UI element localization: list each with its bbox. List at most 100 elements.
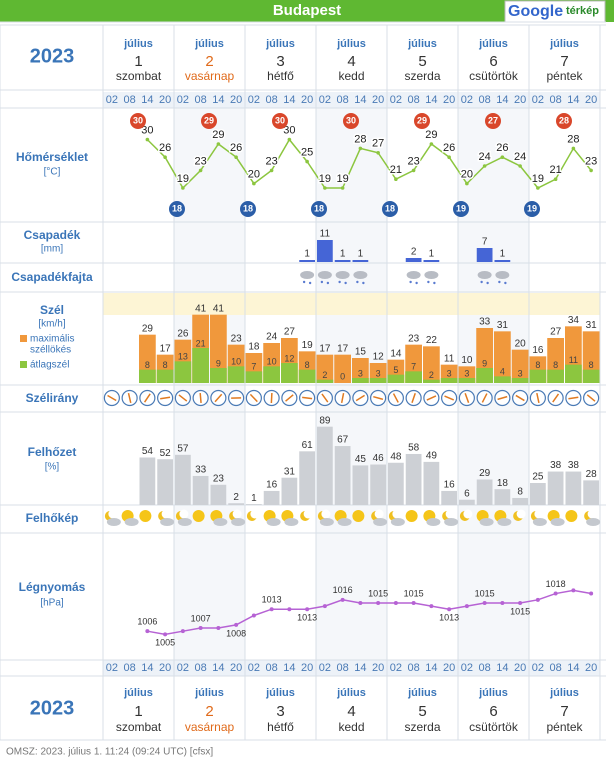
month: július	[407, 38, 437, 50]
day-shade	[316, 108, 387, 660]
avg-bar	[228, 366, 245, 383]
pressure-point	[270, 607, 274, 611]
hour-label: 02	[248, 662, 260, 674]
hour-label: 08	[408, 94, 420, 106]
hour-label: 14	[212, 662, 224, 674]
pressure-label: 1005	[155, 638, 175, 648]
cloud-icon	[426, 518, 440, 526]
pressure-label: 1013	[262, 595, 282, 605]
moon-shadow	[463, 510, 472, 519]
avg-label: 4	[500, 367, 505, 377]
cloud-bar	[140, 457, 156, 505]
temperature-point	[554, 177, 558, 181]
hour-label: 02	[461, 662, 473, 674]
sun-icon	[193, 510, 205, 522]
avg-bar	[476, 368, 493, 383]
cloud-bar	[175, 455, 191, 505]
precip-bar	[406, 258, 422, 262]
precip-type-icon	[327, 282, 329, 284]
avg-label: 8	[163, 360, 168, 370]
pressure-point	[412, 601, 416, 605]
wind-direction-arrow	[271, 393, 272, 403]
avg-label: 9	[482, 358, 487, 368]
avg-bar	[210, 368, 227, 383]
hour-label: 14	[425, 94, 437, 106]
temperature-point	[536, 186, 540, 190]
precip-type-icon	[336, 271, 350, 279]
gust-label: 23	[408, 333, 420, 344]
avg-bar	[530, 370, 547, 383]
pressure-label: 1006	[137, 617, 157, 627]
precip-type-icon	[433, 282, 435, 284]
min-temp: 19	[456, 203, 466, 213]
gust-label: 17	[337, 343, 349, 354]
logo-suffix[interactable]: térkép	[566, 5, 599, 17]
temperature-point	[589, 169, 593, 173]
cloud-bar-label: 45	[355, 454, 367, 465]
pressure-point	[447, 607, 451, 611]
month: július	[549, 38, 579, 50]
panel-label: Csapadék	[24, 228, 81, 242]
pressure-label: 1018	[546, 579, 566, 589]
precip-type-icon	[498, 281, 500, 283]
precip-type-icon	[318, 271, 332, 279]
gust-label: 24	[266, 332, 278, 343]
cloud-bar-label: 1	[251, 493, 257, 504]
hour-label: 02	[248, 94, 260, 106]
precip-bar	[317, 240, 333, 262]
legend-label: széllökés	[30, 345, 71, 356]
pressure-point	[234, 623, 238, 627]
avg-bar	[157, 370, 174, 383]
precip-type-icon	[415, 282, 417, 284]
cloud-bar-label: 23	[213, 473, 225, 484]
temperature-point	[270, 169, 274, 173]
avg-label: 7	[251, 362, 256, 372]
pressure-label: 1015	[510, 606, 530, 616]
moon-shadow	[534, 510, 543, 519]
hour-label: 20	[514, 662, 526, 674]
pressure-point	[376, 601, 380, 605]
cloud-bar-label: 58	[408, 443, 420, 454]
pressure-point	[323, 604, 327, 608]
temperature-label: 25	[301, 147, 313, 159]
avg-label: 3	[447, 368, 452, 378]
avg-bar	[512, 378, 529, 383]
cloud-bar-label: 61	[302, 440, 314, 451]
temperature-label: 24	[514, 151, 526, 163]
temperature-point	[252, 182, 256, 186]
weekday: hétfő	[267, 69, 294, 83]
cloud-bar-label: 16	[266, 480, 278, 491]
temperature-point	[430, 142, 434, 146]
weekday: hétfő	[267, 720, 294, 734]
label-column	[0, 22, 103, 740]
month: július	[336, 38, 366, 50]
precip-type-icon	[300, 271, 314, 279]
weekday: kedd	[338, 69, 364, 83]
hour-label: 20	[159, 662, 171, 674]
hour-label: 20	[301, 94, 313, 106]
max-temp: 30	[275, 115, 285, 125]
cloud-bar-label: 2	[233, 492, 239, 503]
sun-icon	[139, 510, 151, 522]
pressure-point	[465, 604, 469, 608]
hour-label: 20	[514, 94, 526, 106]
temperature-point	[412, 169, 416, 173]
precip-bar-label: 1	[500, 249, 506, 260]
moon-shadow	[446, 510, 455, 519]
gust-label: 20	[515, 338, 527, 349]
max-temp: 30	[133, 115, 143, 125]
cloud-bar-label: 49	[426, 451, 438, 462]
precip-bar	[477, 248, 493, 262]
pressure-point	[145, 629, 149, 633]
pressure-label: 1013	[439, 613, 459, 623]
cloud-bar-label: 33	[195, 465, 207, 476]
temperature-label: 20	[461, 169, 473, 181]
precip-bar-label: 1	[340, 249, 346, 260]
logo-brand[interactable]: Google	[508, 3, 563, 20]
hour-label: 02	[319, 94, 331, 106]
temperature-label: 23	[408, 155, 420, 167]
avg-bar	[352, 378, 369, 383]
hour-label: 08	[124, 94, 136, 106]
temperature-point	[359, 147, 363, 151]
